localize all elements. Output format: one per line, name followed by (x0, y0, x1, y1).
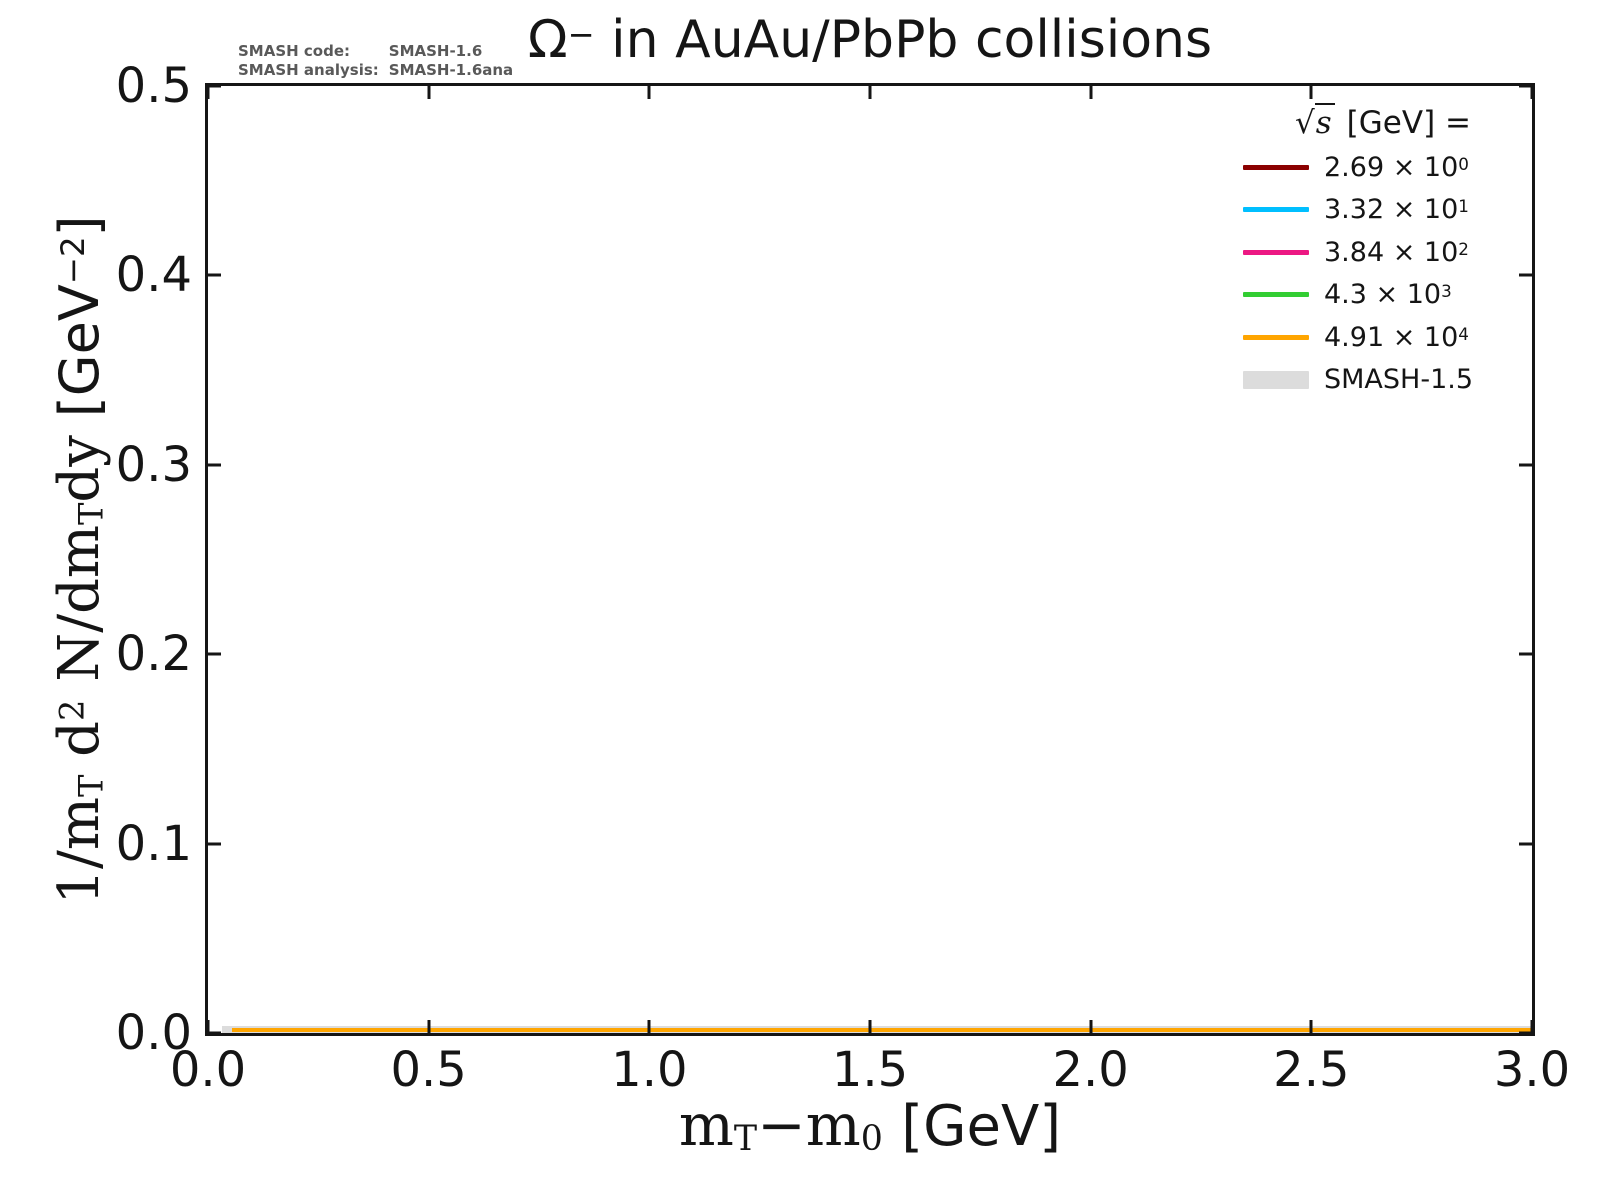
smash-watermark: SMASH code: SMASH-1.6 SMASH analysis: SM… (238, 42, 513, 80)
y-tick (1519, 842, 1532, 846)
x-tick (1309, 1020, 1313, 1033)
legend-label: 3.84 × 102 (1324, 236, 1469, 268)
y-tick (208, 463, 221, 467)
legend-entry: SMASH-1.5 (1243, 359, 1523, 402)
legend-label: 2.69 × 100 (1324, 151, 1469, 183)
x-tick (868, 1020, 872, 1033)
legend-entry: 4.3 × 103 (1243, 274, 1523, 317)
y-tick (208, 1031, 221, 1033)
x-tick (647, 86, 651, 99)
y-tick-label: 0.0 (115, 1005, 192, 1061)
x-tick (1089, 1020, 1093, 1033)
y-tick-label: 0.3 (115, 436, 192, 493)
legend-label: 3.32 × 101 (1324, 194, 1469, 226)
plot-area (205, 83, 1535, 1036)
legend-entry: 2.69 × 100 (1243, 146, 1523, 189)
plot-title: Ω− in AuAu/PbPb collisions (527, 10, 1213, 70)
x-tick (427, 86, 431, 99)
watermark-code-label: SMASH code: (238, 42, 351, 60)
y-tick (1519, 652, 1532, 656)
watermark-code-value: SMASH-1.6 (388, 42, 483, 60)
y-tick (208, 842, 221, 846)
x-tick-label: 0.5 (390, 1042, 467, 1098)
legend-swatch-smash15 (1243, 370, 1309, 389)
legend-label: 4.91 × 104 (1324, 321, 1469, 353)
x-tick (1530, 86, 1532, 99)
y-axis-label: 1/mT d2 N/dmTdy [GeV−2] (46, 215, 112, 905)
legend-swatch-darkred (1243, 164, 1309, 170)
x-tick-label: 3.0 (1493, 1042, 1571, 1098)
legend-entry: 4.91 × 104 (1243, 316, 1523, 359)
y-tick (208, 273, 221, 277)
x-tick-label: 1.0 (611, 1042, 688, 1098)
legend-swatch-green (1243, 292, 1309, 298)
x-tick (868, 86, 872, 99)
y-tick-labels: 0.0 0.1 0.2 0.3 0.4 0.5 (0, 62, 192, 1057)
legend-label: SMASH-1.5 (1324, 364, 1474, 396)
legend-title: √s [GeV] = (1294, 103, 1471, 141)
x-tick (427, 1020, 431, 1033)
watermark-analysis-label: SMASH analysis: (238, 61, 379, 79)
legend-swatch-skyblue (1243, 207, 1309, 213)
legend: √s [GeV] = 2.69 × 100 3.32 × 101 3.84 × … (1243, 100, 1523, 401)
legend-entry: 3.84 × 102 (1243, 231, 1523, 274)
y-tick (1519, 1031, 1532, 1033)
y-tick-label: 0.5 (115, 58, 192, 114)
x-tick (647, 1020, 651, 1033)
x-tick (1530, 1020, 1532, 1033)
y-tick-label: 0.1 (115, 815, 192, 872)
x-axis-label: mT−m0 [GeV] (678, 1091, 1062, 1159)
x-tick-label: 1.5 (831, 1042, 909, 1098)
x-tick (1089, 86, 1093, 99)
x-tick-label: 2.0 (1052, 1042, 1129, 1098)
y-tick (1519, 86, 1532, 88)
x-tick-label: 0.0 (169, 1042, 247, 1098)
x-tick (208, 86, 210, 99)
y-tick-label: 0.4 (115, 247, 192, 304)
sqrt-s-symbol: √s (1295, 103, 1335, 141)
y-tick (208, 86, 221, 88)
x-tick-labels: 0.0 0.5 1.0 1.5 2.0 2.5 3.0 (170, 1042, 1570, 1098)
y-tick (1519, 463, 1532, 467)
y-tick-label: 0.2 (115, 626, 192, 683)
y-tick (208, 652, 221, 656)
legend-swatch-orange (1243, 334, 1309, 340)
x-tick-label: 2.5 (1273, 1042, 1350, 1098)
watermark-analysis-value: SMASH-1.6ana (388, 61, 514, 79)
y-tick (1519, 273, 1532, 277)
legend-entry: 3.32 × 101 (1243, 189, 1523, 232)
x-tick (208, 1020, 210, 1033)
legend-swatch-pink (1243, 249, 1309, 255)
x-tick (1309, 86, 1313, 99)
series-curve-491e4 (232, 1028, 1532, 1032)
legend-label: 4.3 × 103 (1324, 279, 1452, 311)
